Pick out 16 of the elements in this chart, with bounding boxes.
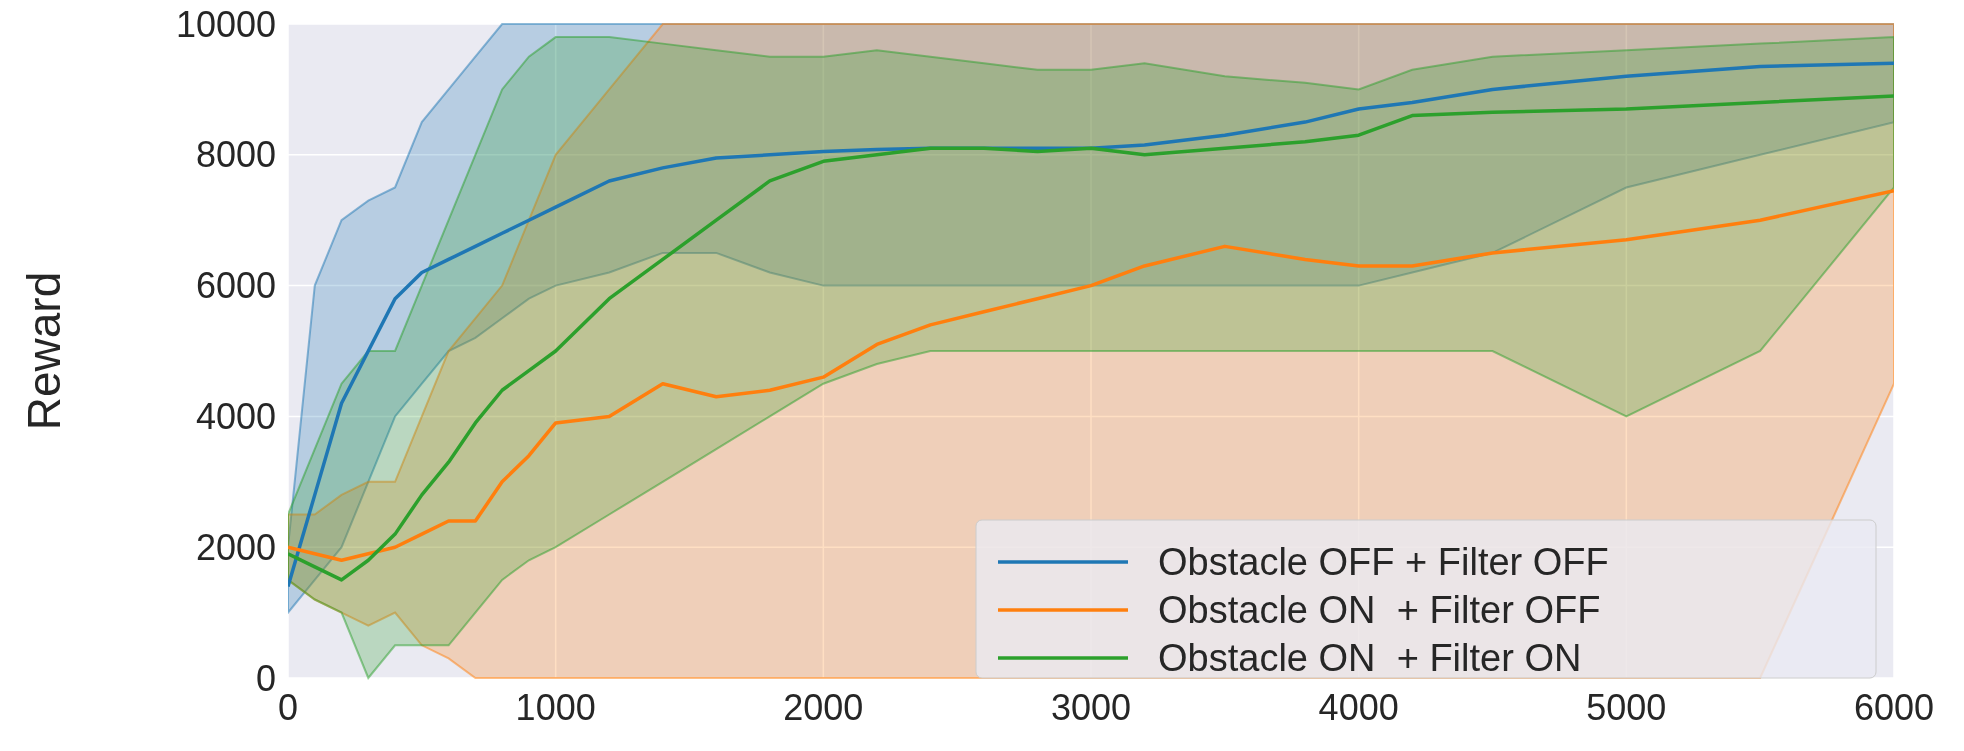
legend-label: Obstacle ON + Filter ON bbox=[1158, 637, 1582, 680]
y-tick-label: 10000 bbox=[175, 3, 276, 45]
x-tick-label: 4000 bbox=[1318, 687, 1399, 728]
y-tick-label: 4000 bbox=[195, 396, 276, 437]
legend-label: Obstacle OFF + Filter OFF bbox=[1158, 541, 1609, 584]
y-tick-label: 8000 bbox=[195, 134, 276, 176]
x-tick-label: 1000 bbox=[515, 687, 596, 728]
x-tick-label: 3000 bbox=[1050, 687, 1132, 728]
legend-label: Obstacle ON + Filter OFF bbox=[1158, 589, 1601, 632]
y-tick-label: 0 bbox=[255, 657, 276, 699]
x-tick-label: 2000 bbox=[783, 687, 864, 728]
y-axis-title: Reward bbox=[18, 271, 70, 431]
x-tick-label: 6000 bbox=[1853, 687, 1935, 728]
x-tick-label: 5000 bbox=[1586, 687, 1667, 728]
y-tick-label: 6000 bbox=[195, 265, 276, 307]
y-tick-label: 2000 bbox=[195, 526, 276, 568]
